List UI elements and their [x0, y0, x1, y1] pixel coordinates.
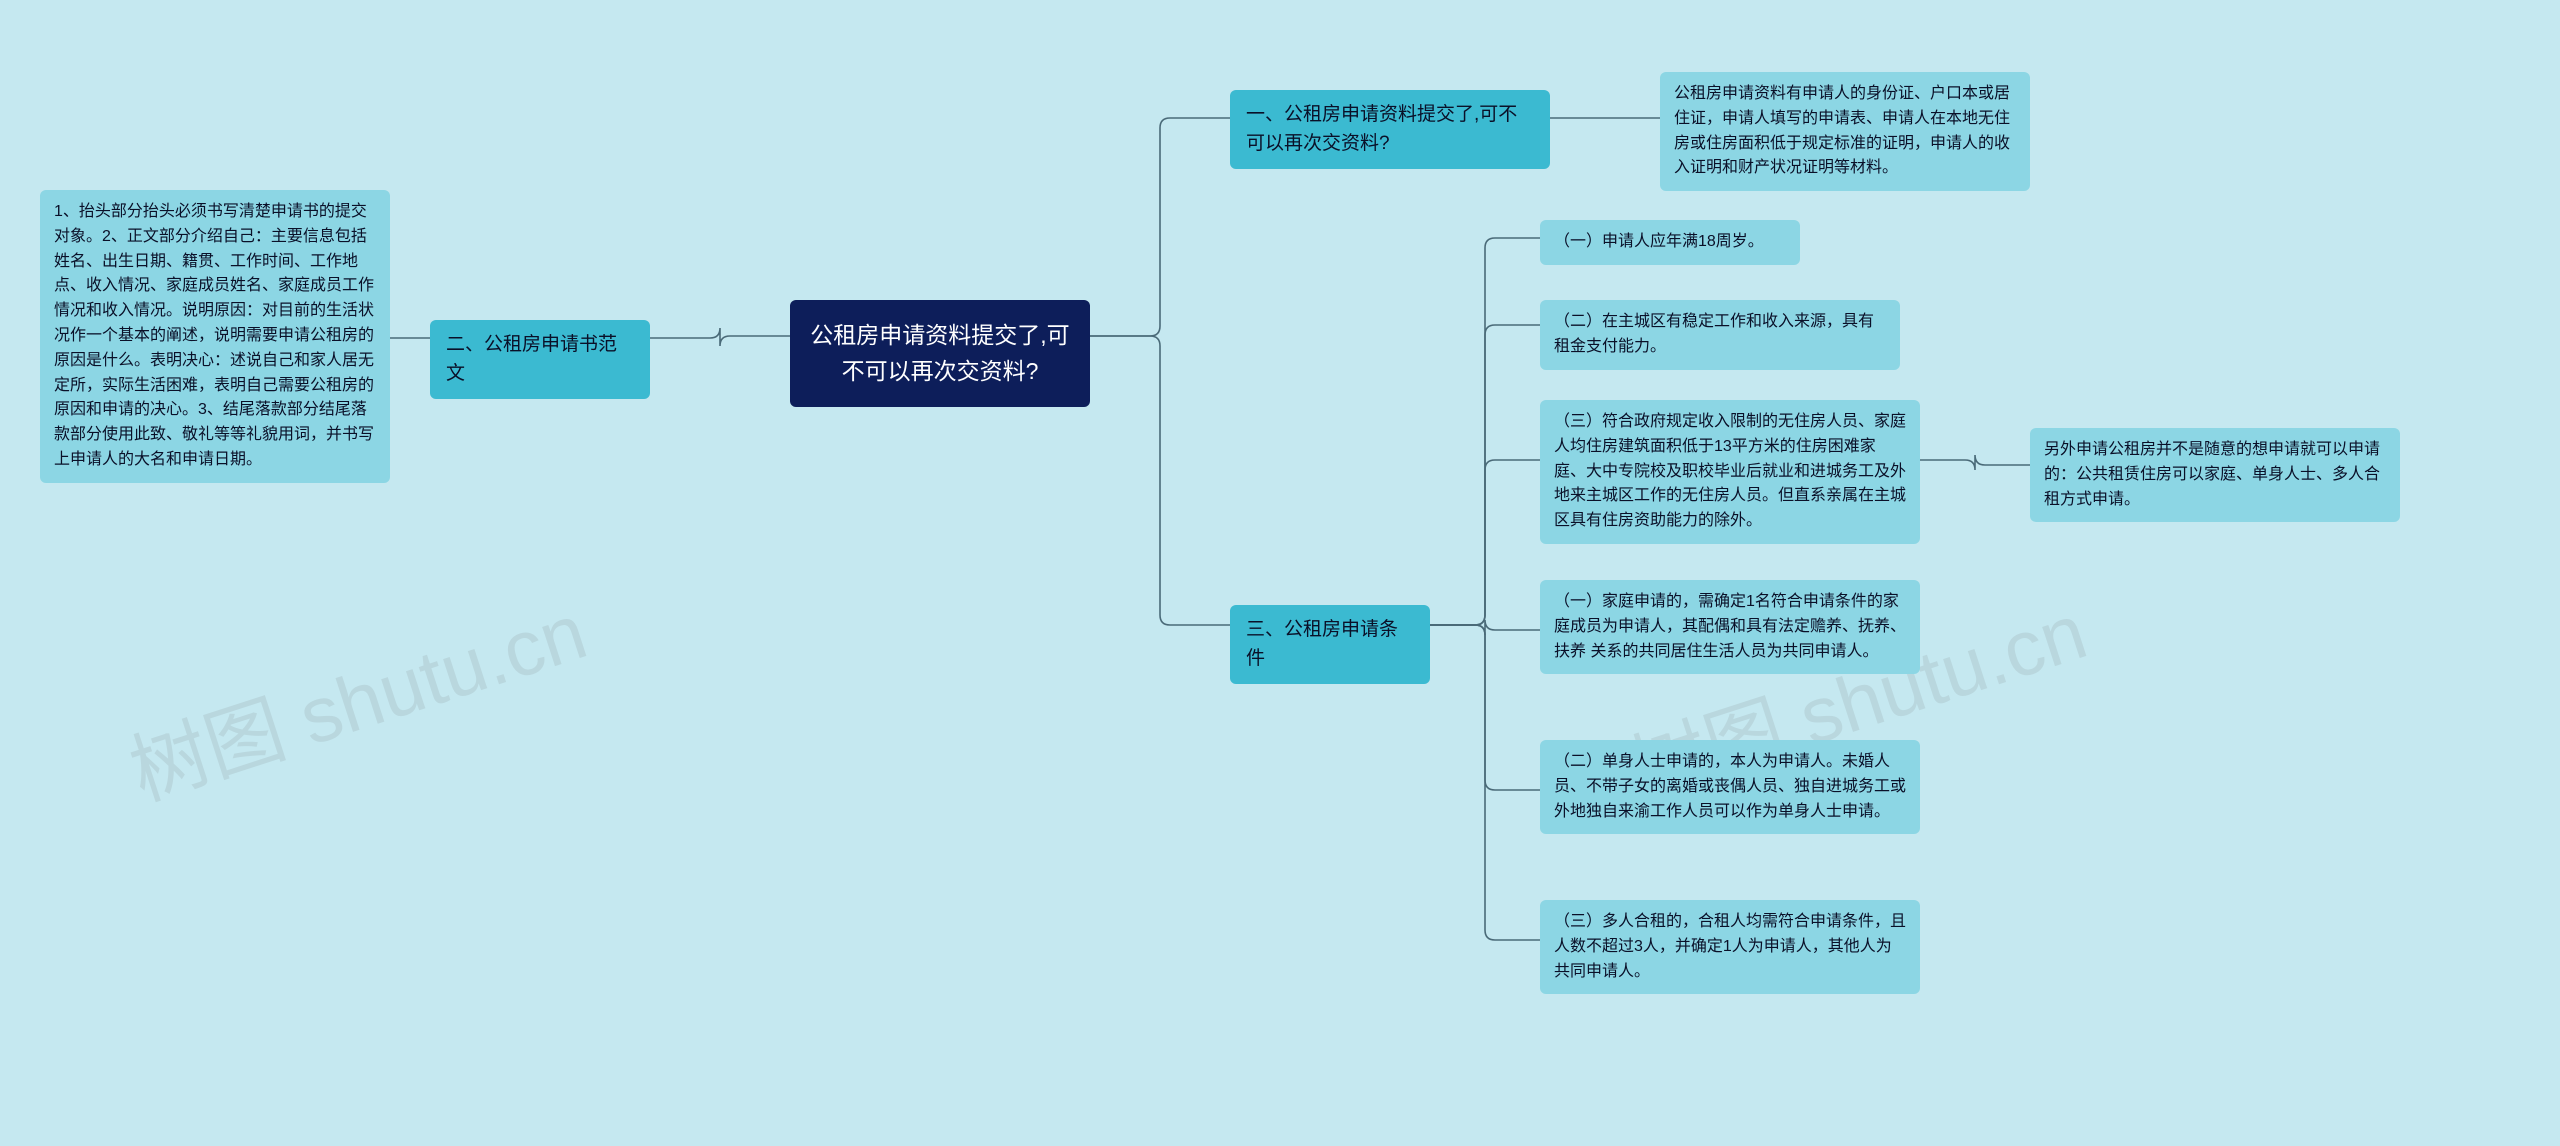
- connector-lines: [0, 0, 2560, 1146]
- branch-1[interactable]: 一、公租房申请资料提交了,可不可以再次交资料?: [1230, 90, 1550, 169]
- branch-2-leaf: 1、抬头部分抬头必须书写清楚申请书的提交对象。2、正文部分介绍自己：主要信息包括…: [40, 190, 390, 483]
- branch-2[interactable]: 二、公租房申请书范文: [430, 320, 650, 399]
- branch-3-leaf-1: （一）申请人应年满18周岁。: [1540, 220, 1800, 265]
- branch-3[interactable]: 三、公租房申请条件: [1230, 605, 1430, 684]
- branch-3-leaf-4: （一）家庭申请的，需确定1名符合申请条件的家庭成员为申请人，其配偶和具有法定赡养…: [1540, 580, 1920, 674]
- root-node[interactable]: 公租房申请资料提交了,可不可以再次交资料?: [790, 300, 1090, 407]
- watermark-1: 树图 shutu.cn: [114, 570, 598, 823]
- branch-3-leaf-5: （二）单身人士申请的，本人为申请人。未婚人员、不带子女的离婚或丧偶人员、独自进城…: [1540, 740, 1920, 834]
- branch-3-leaf-6: （三）多人合租的，合租人均需符合申请条件，且人数不超过3人，并确定1人为申请人，…: [1540, 900, 1920, 994]
- branch-3-leaf-3-sub: 另外申请公租房并不是随意的想申请就可以申请的：公共租赁住房可以家庭、单身人士、多…: [2030, 428, 2400, 522]
- branch-3-leaf-3: （三）符合政府规定收入限制的无住房人员、家庭人均住房建筑面积低于13平方米的住房…: [1540, 400, 1920, 544]
- branch-3-leaf-2: （二）在主城区有稳定工作和收入来源，具有租金支付能力。: [1540, 300, 1900, 370]
- branch-1-leaf: 公租房申请资料有申请人的身份证、户口本或居住证，申请人填写的申请表、申请人在本地…: [1660, 72, 2030, 191]
